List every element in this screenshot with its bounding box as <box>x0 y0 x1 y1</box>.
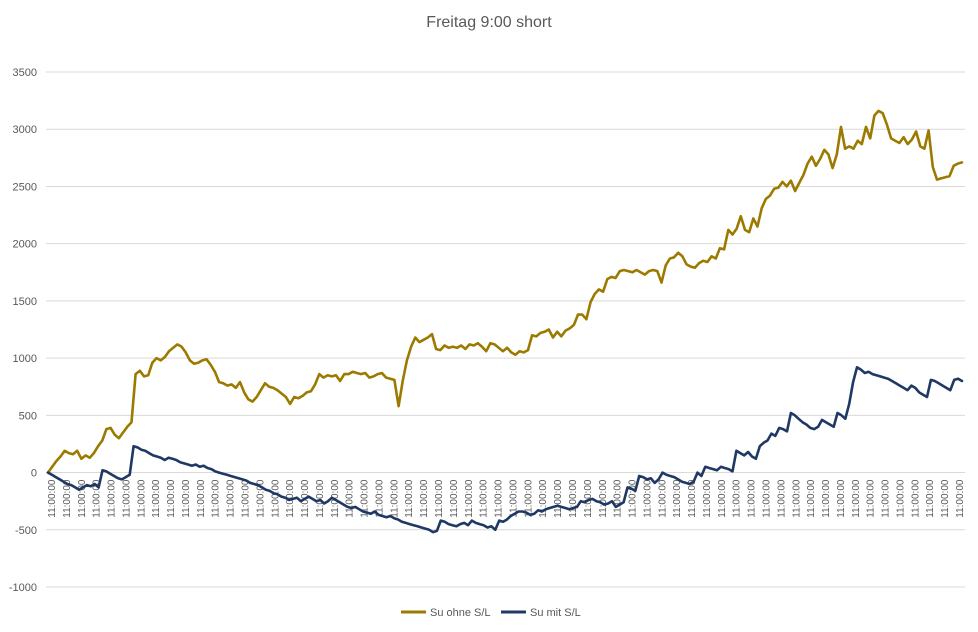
x-tick-label: 11:00:00 <box>47 479 58 518</box>
x-tick-label: 11:00:00 <box>702 479 713 518</box>
x-tick-label: 11:00:00 <box>62 479 73 518</box>
gridlines <box>46 71 965 588</box>
x-tick-label: 11:00:00 <box>419 479 430 518</box>
x-tick-label: 11:00:00 <box>449 479 460 518</box>
x-tick-label: 11:00:00 <box>895 479 906 518</box>
legend-label-su-mit: Su mit S/L <box>530 607 581 619</box>
x-tick-label: 11:00:00 <box>315 479 326 518</box>
x-tick-label: 11:00:00 <box>538 479 549 518</box>
x-tick-label: 11:00:00 <box>434 479 445 518</box>
x-tick-label: 11:00:00 <box>241 479 252 518</box>
chart-title: Freitag 9:00 short <box>426 14 552 31</box>
x-tick-label: 11:00:00 <box>821 479 832 518</box>
x-tick-label: 11:00:00 <box>866 479 877 518</box>
x-tick-label: 11:00:00 <box>628 479 639 518</box>
x-tick-label: 11:00:00 <box>270 479 281 518</box>
x-tick-label: 11:00:00 <box>404 479 415 518</box>
x-tick-label: 11:00:00 <box>806 479 817 518</box>
x-tick-label: 11:00:00 <box>910 479 921 518</box>
y-tick-label: 1000 <box>13 353 37 365</box>
x-tick-label: 11:00:00 <box>940 479 951 518</box>
y-tick-label: 1500 <box>13 296 37 308</box>
x-tick-label: 11:00:00 <box>583 479 594 518</box>
x-tick-label: 11:00:00 <box>92 479 103 518</box>
x-tick-label: 11:00:00 <box>479 479 490 518</box>
x-tick-label: 11:00:00 <box>494 479 505 518</box>
x-tick-label: 11:00:00 <box>613 479 624 518</box>
x-tick-label: 11:00:00 <box>255 479 266 518</box>
series-line-su-mit <box>46 365 964 534</box>
x-tick-label: 11:00:00 <box>345 479 356 518</box>
x-tick-label: 11:00:00 <box>136 479 147 518</box>
legend-label-su-ohne: Su ohne S/L <box>430 607 491 619</box>
x-tick-label: 11:00:00 <box>955 479 966 518</box>
x-tick-label: 11:00:00 <box>181 479 192 518</box>
x-tick-label: 11:00:00 <box>732 479 743 518</box>
x-tick-label: 11:00:00 <box>687 479 698 518</box>
x-tick-label: 11:00:00 <box>672 479 683 518</box>
y-axis-tick-labels: 3500 3000 2500 2000 1500 1000 500 0 -500 -1000 <box>9 67 37 594</box>
x-tick-label: 11:00:00 <box>196 479 207 518</box>
y-tick-label: 2500 <box>13 181 37 193</box>
x-tick-label: 11:00:00 <box>374 479 385 518</box>
x-tick-label: 11:00:00 <box>851 479 862 518</box>
x-axis-tick-labels: 11:00:00 11:00:00 11:00:00 11:00:00 11:00:00… <box>47 479 966 518</box>
x-tick-label: 11:00:00 <box>121 479 132 518</box>
x-tick-label: 11:00:00 <box>761 479 772 518</box>
y-tick-label: 3000 <box>13 124 37 136</box>
legend: Su ohne S/L Su mit S/L <box>401 607 581 619</box>
y-tick-label: -1000 <box>9 582 37 594</box>
x-tick-label: 11:00:00 <box>464 479 475 518</box>
x-tick-label: 11:00:00 <box>642 479 653 518</box>
x-tick-label: 11:00:00 <box>881 479 892 518</box>
x-tick-label: 11:00:00 <box>77 479 88 518</box>
x-tick-label: 11:00:00 <box>747 479 758 518</box>
y-tick-label: 3500 <box>13 67 37 79</box>
x-tick-label: 11:00:00 <box>568 479 579 518</box>
x-tick-label: 11:00:00 <box>553 479 564 518</box>
x-tick-label: 11:00:00 <box>107 479 118 518</box>
x-tick-label: 11:00:00 <box>389 479 400 518</box>
y-tick-label: 500 <box>19 410 37 422</box>
series-lines <box>46 109 964 534</box>
x-tick-label: 11:00:00 <box>717 479 728 518</box>
x-tick-label: 11:00:00 <box>836 479 847 518</box>
x-tick-label: 11:00:00 <box>166 479 177 518</box>
x-tick-label: 11:00:00 <box>791 479 802 518</box>
x-tick-label: 11:00:00 <box>211 479 222 518</box>
x-tick-label: 11:00:00 <box>508 479 519 518</box>
series-line-su-ohne <box>46 109 964 474</box>
x-tick-label: 11:00:00 <box>226 479 237 518</box>
x-tick-label: 11:00:00 <box>776 479 787 518</box>
y-tick-label: 2000 <box>13 239 37 251</box>
x-tick-label: 11:00:00 <box>925 479 936 518</box>
x-tick-label: 11:00:00 <box>151 479 162 518</box>
y-tick-label: -500 <box>15 525 37 537</box>
x-tick-label: 11:00:00 <box>523 479 534 518</box>
x-tick-label: 11:00:00 <box>657 479 668 518</box>
x-tick-label: 11:00:00 <box>598 479 609 518</box>
y-tick-label: 0 <box>31 468 37 480</box>
x-tick-label: 11:00:00 <box>360 479 371 518</box>
